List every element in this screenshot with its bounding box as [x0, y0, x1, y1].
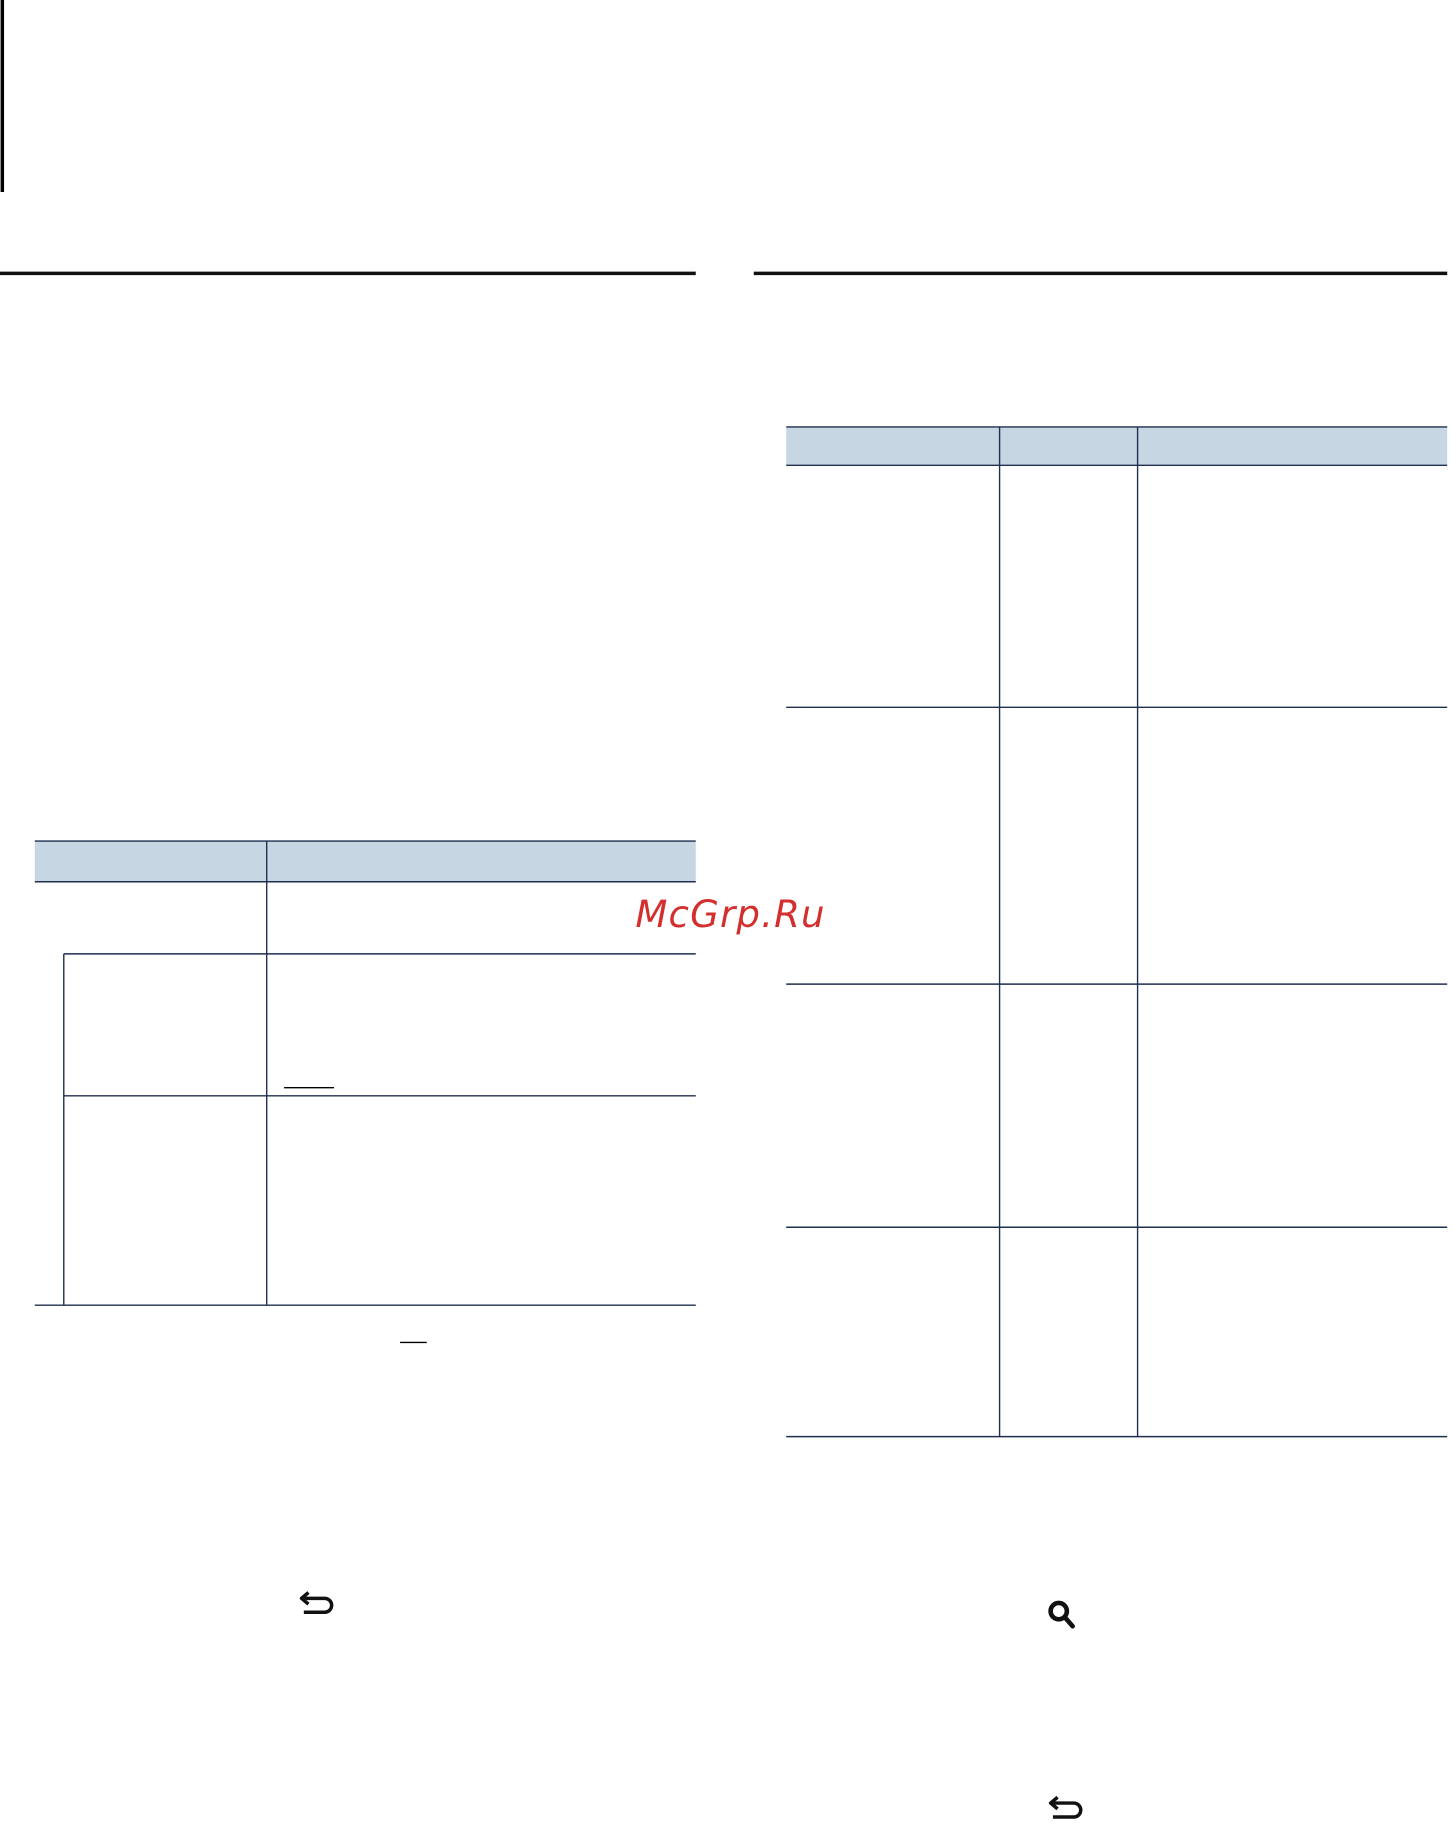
return-icon	[299, 1591, 334, 1615]
table-header	[786, 426, 1448, 466]
return-icon	[1048, 1795, 1083, 1819]
left-table	[34, 840, 696, 1306]
table-header	[34, 841, 696, 882]
search-icon	[1048, 1600, 1075, 1629]
watermark: McGrp.Ru	[635, 893, 825, 936]
right-table	[786, 426, 1448, 1438]
